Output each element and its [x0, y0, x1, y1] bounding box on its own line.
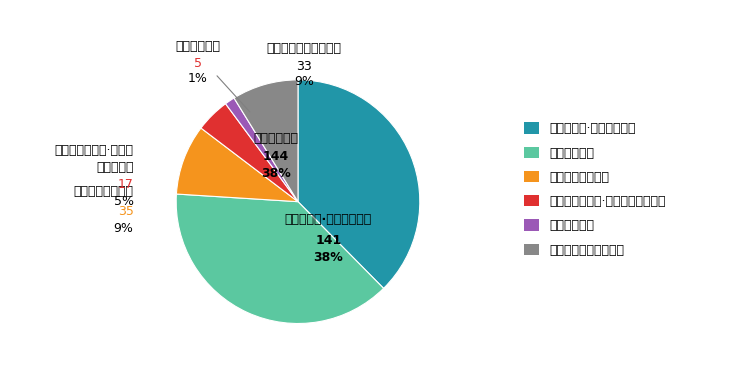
Text: 38%: 38%	[261, 167, 291, 180]
Text: 買う時が多い: 買う時が多い	[253, 132, 299, 145]
Text: 9%: 9%	[294, 75, 314, 88]
Wedge shape	[234, 80, 298, 202]
Text: 5: 5	[194, 57, 202, 70]
Text: 5%: 5%	[113, 195, 134, 208]
Text: に買わない: に買わない	[96, 161, 134, 174]
Text: いつも買わない·めった: いつも買わない·めった	[54, 144, 134, 157]
Text: 144: 144	[263, 150, 290, 163]
Text: いつも買う·ほとんど買う: いつも買う·ほとんど買う	[285, 213, 372, 227]
Wedge shape	[176, 128, 298, 202]
Legend: いつも買う·ほとんど買う, 買う時が多い, 買わない時が多い, いつも買わない·めったに買わない, 覚えていない, 旅行や出張に行かない: いつも買う·ほとんど買う, 買う時が多い, 買わない時が多い, いつも買わない·…	[519, 117, 671, 262]
Text: 35: 35	[118, 205, 134, 218]
Text: 17: 17	[118, 178, 134, 191]
Text: 9%: 9%	[113, 222, 134, 235]
Text: 141: 141	[315, 234, 342, 247]
Text: 33: 33	[296, 60, 312, 72]
Text: 38%: 38%	[314, 251, 343, 264]
Wedge shape	[176, 194, 383, 324]
Text: 覚えていない: 覚えていない	[175, 40, 221, 53]
Wedge shape	[225, 98, 298, 202]
Wedge shape	[298, 80, 420, 288]
Wedge shape	[201, 104, 298, 202]
Text: 買わない時が多い: 買わない時が多い	[73, 185, 134, 199]
Text: 1%: 1%	[188, 72, 208, 85]
Text: 旅行や出張に行かない: 旅行や出張に行かない	[267, 42, 342, 55]
